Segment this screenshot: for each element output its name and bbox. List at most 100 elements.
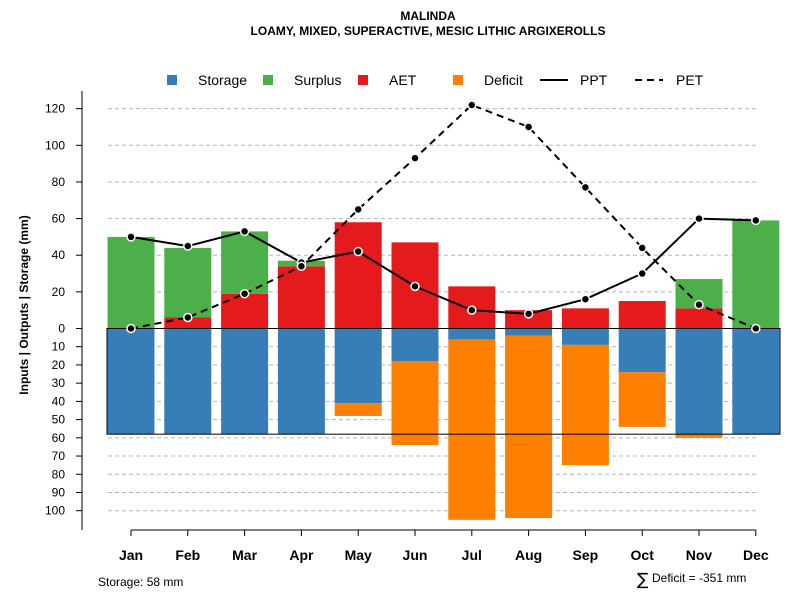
legend-swatch: [167, 75, 177, 85]
pet-point: [183, 312, 193, 323]
pet-point: [467, 100, 477, 110]
y-tick-label: 80: [52, 175, 66, 189]
pet-point: [296, 261, 307, 271]
pet-point: [353, 204, 363, 215]
legend-swatch: [453, 75, 463, 85]
pet-point: [410, 153, 420, 163]
legend-label: Surplus: [294, 72, 341, 88]
surplus-bar: [221, 231, 269, 294]
storage-bar: [561, 328, 609, 345]
y-tick-label: 70: [52, 449, 66, 463]
ppt-point: [239, 226, 250, 237]
storage-frame: [106, 328, 781, 435]
aet-bar: [505, 310, 553, 329]
deficit-bar: [448, 339, 496, 520]
surplus-bar: [164, 247, 212, 318]
x-tick-label: Sep: [573, 547, 599, 563]
y-tick-label: 20: [52, 358, 66, 372]
x-tick-label: Feb: [175, 547, 200, 563]
legend-label: PET: [676, 72, 704, 88]
sigma-icon: ∑: [637, 570, 649, 590]
ppt-point: [410, 281, 420, 292]
storage-bar: [334, 328, 382, 404]
ppt-point: [580, 294, 591, 304]
deficit-bar: [334, 403, 382, 416]
x-tick-label: Aug: [515, 547, 542, 563]
y-tick-label: 10: [52, 340, 66, 354]
pet-point: [751, 323, 761, 334]
deficit-bar: [618, 372, 666, 427]
ppt-point: [751, 215, 761, 226]
x-tick-label: Nov: [686, 547, 713, 563]
x-axis: Jan Feb Mar Apr May Jun Jul Aug Sep Oct Nov Dec: [119, 529, 769, 563]
deficit-bar: [505, 335, 553, 518]
series-lines: [130, 103, 757, 330]
chart-subtitle: LOAMY, MIXED, SUPERACTIVE, MESIC LITHIC …: [251, 24, 606, 38]
storage-bar: [448, 328, 496, 340]
legend-label: Deficit: [484, 72, 523, 88]
ppt-point: [523, 309, 534, 319]
y-axis: 0 20 40 60 80 100 120 10 20 30 40 50 60 70 80 90 100: [45, 91, 83, 530]
pet-point: [126, 323, 136, 334]
storage-bar: [618, 328, 666, 373]
x-tick-label: Apr: [289, 547, 314, 563]
y-tick-label: 100: [45, 138, 65, 152]
pet-point: [239, 288, 250, 299]
legend-label: AET: [389, 72, 417, 88]
deficit-footer: Deficit = -351 mm: [652, 571, 746, 585]
x-tick-label: Jun: [403, 547, 428, 563]
ppt-point: [637, 268, 647, 279]
ppt-line: [130, 217, 756, 315]
x-tick-label: May: [345, 547, 372, 563]
deficit-bar: [391, 361, 439, 446]
x-tick-label: Oct: [631, 547, 655, 563]
y-tick-label: 30: [52, 376, 66, 390]
storage-bar: [732, 328, 780, 435]
aet-bar: [675, 308, 723, 329]
y-tick-label: 60: [52, 431, 66, 445]
pet-line: [130, 103, 757, 330]
legend: Storage Surplus AET Deficit PPT PET: [167, 72, 704, 88]
storage-bar: [164, 328, 212, 435]
series-points: [126, 100, 761, 334]
storage-bar: [221, 328, 269, 435]
surplus-bar: [107, 236, 155, 329]
storage-footer: Storage: 58 mm: [98, 575, 183, 589]
storage-bar: [277, 328, 325, 435]
y-axis-label: Inputs | Outputs | Storage (mm): [17, 215, 31, 394]
bars: [107, 220, 780, 520]
chart-title: MALINDA: [400, 9, 456, 23]
legend-swatch: [358, 75, 368, 85]
pet-point: [580, 182, 591, 193]
x-tick-label: Mar: [232, 547, 257, 563]
y-tick-label: 40: [52, 394, 66, 408]
y-tick-label: 50: [52, 413, 66, 427]
aet-bar: [164, 317, 212, 329]
aet-bar: [334, 222, 382, 329]
storage-bar: [675, 328, 723, 435]
y-tick-label: 80: [52, 467, 66, 481]
aet-bar: [277, 266, 325, 329]
aet-bar: [221, 293, 269, 329]
deficit-bar: [675, 434, 723, 438]
ppt-point: [353, 246, 363, 257]
storage-bar: [107, 328, 155, 435]
legend-label: Storage: [198, 72, 247, 88]
ppt-point: [467, 305, 477, 315]
storage-capacity-box: [106, 328, 781, 435]
y-tick-label: 40: [52, 248, 66, 262]
storage-bar: [391, 328, 439, 362]
y-tick-label: 100: [45, 504, 65, 518]
y-tick-label: 0: [58, 322, 65, 336]
ppt-point: [183, 241, 193, 251]
aet-bar: [561, 308, 609, 329]
pet-point: [637, 243, 647, 253]
deficit-bar: [561, 344, 609, 466]
ppt-point: [126, 232, 136, 242]
x-tick-label: Jul: [462, 547, 482, 563]
pet-point: [694, 299, 704, 310]
x-tick-label: Dec: [743, 547, 769, 563]
y-tick-label: 90: [52, 485, 66, 499]
surplus-bar: [732, 220, 780, 329]
